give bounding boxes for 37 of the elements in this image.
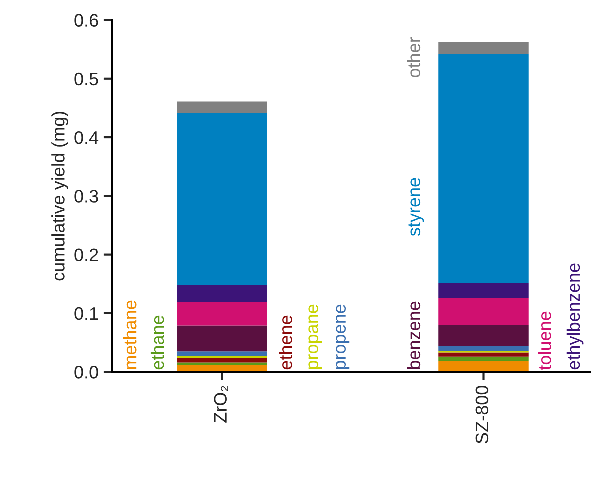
text: ethylbenzene: [566, 264, 584, 370]
text: benzene: [407, 302, 421, 370]
y-axis-title: cumulative yield (mg): [52, 112, 68, 281]
bar: [177, 102, 268, 114]
y-tick-label: 0.3: [74, 190, 98, 203]
y-tick-label: 0.1: [74, 307, 98, 320]
bar: [177, 358, 268, 363]
bar: [438, 298, 529, 326]
text: ethane: [150, 316, 164, 370]
bar: [438, 360, 529, 372]
y-tick-label: 0.4: [74, 131, 99, 144]
y-tick-label: 0.6: [74, 14, 98, 27]
bar: [177, 326, 268, 352]
text: other: [407, 37, 421, 78]
bar: [438, 352, 529, 357]
bar: [438, 346, 529, 351]
bar: [177, 302, 268, 326]
y-tick-label: 0.0: [74, 366, 98, 379]
bar: [438, 356, 529, 361]
y-tick-label: 0.5: [74, 72, 98, 86]
x-tick-label: SZ-800: [476, 386, 489, 444]
bar: [438, 325, 529, 346]
bar: [177, 113, 268, 286]
text: propane: [308, 304, 322, 370]
text: ethene: [279, 316, 292, 370]
text: propene: [336, 304, 350, 370]
text: styrene: [408, 178, 424, 236]
text: toluene: [538, 312, 552, 370]
text: methane: [123, 300, 137, 370]
bar: [438, 42, 529, 54]
y-tick-label: 0.2: [74, 248, 98, 262]
bar: [438, 282, 529, 298]
x-tick-label: ZrO₂: [214, 386, 228, 423]
bar: [438, 54, 529, 283]
bar: [177, 362, 268, 366]
bar: [177, 285, 268, 302]
bar: [177, 352, 268, 356]
